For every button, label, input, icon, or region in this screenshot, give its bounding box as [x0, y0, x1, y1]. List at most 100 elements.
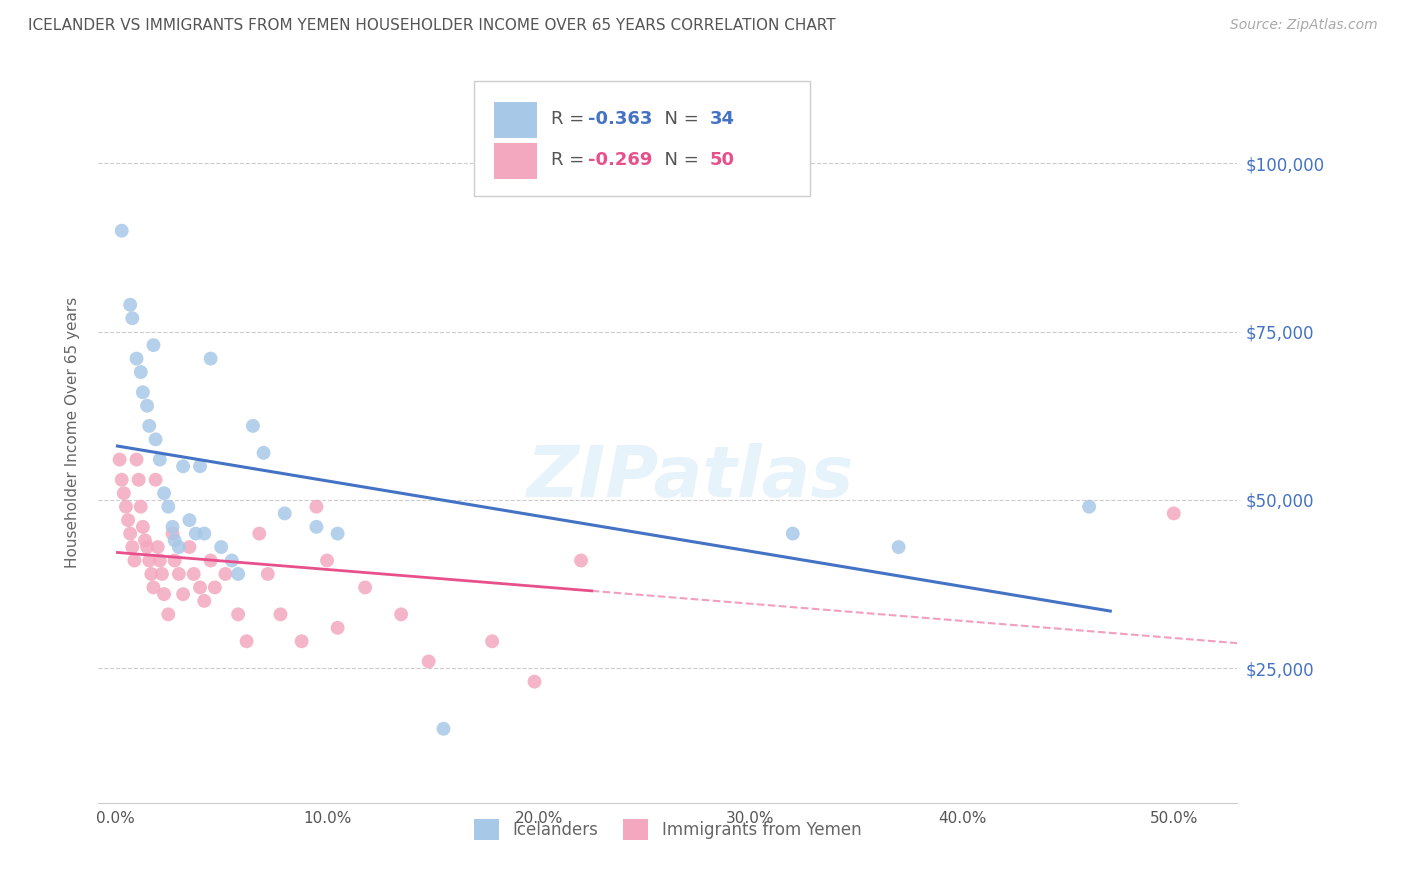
Point	[167, 540, 190, 554]
Point	[200, 553, 222, 567]
Point	[226, 607, 249, 622]
Point	[138, 553, 160, 567]
Point	[432, 722, 454, 736]
Point	[117, 513, 139, 527]
Legend: Icelanders, Immigrants from Yemen: Icelanders, Immigrants from Yemen	[468, 813, 868, 847]
Point	[129, 365, 152, 379]
Point	[523, 674, 546, 689]
Point	[146, 540, 169, 554]
Point	[132, 520, 155, 534]
Point	[326, 621, 349, 635]
Point	[326, 526, 349, 541]
Text: 34: 34	[710, 111, 735, 128]
Text: ICELANDER VS IMMIGRANTS FROM YEMEN HOUSEHOLDER INCOME OVER 65 YEARS CORRELATION : ICELANDER VS IMMIGRANTS FROM YEMEN HOUSE…	[28, 18, 835, 33]
Text: R =: R =	[551, 111, 589, 128]
Point	[226, 566, 249, 581]
Point	[132, 385, 155, 400]
Point	[128, 473, 150, 487]
Point	[115, 500, 138, 514]
Point	[153, 587, 176, 601]
Point	[273, 507, 295, 521]
Point	[142, 338, 165, 352]
Point	[124, 553, 146, 567]
Point	[162, 520, 184, 534]
Point	[305, 500, 328, 514]
Point	[136, 399, 159, 413]
Point	[316, 553, 339, 567]
Point	[183, 566, 205, 581]
FancyBboxPatch shape	[474, 81, 810, 195]
Point	[145, 473, 167, 487]
Point	[163, 533, 186, 548]
Text: N =: N =	[652, 151, 704, 169]
Point	[188, 581, 211, 595]
Point	[354, 581, 377, 595]
Point	[136, 540, 159, 554]
Point	[149, 553, 172, 567]
Point	[242, 418, 264, 433]
Point	[887, 540, 910, 554]
Point	[247, 526, 270, 541]
Point	[134, 533, 156, 548]
Text: -0.363: -0.363	[588, 111, 652, 128]
Point	[142, 581, 165, 595]
Point	[129, 500, 152, 514]
Point	[221, 553, 243, 567]
Point	[167, 566, 190, 581]
Point	[1078, 500, 1101, 514]
Point	[252, 446, 274, 460]
Point	[121, 311, 143, 326]
Point	[481, 634, 503, 648]
Point	[209, 540, 232, 554]
Point	[291, 634, 314, 648]
Point	[108, 452, 131, 467]
Point	[200, 351, 222, 366]
Point	[193, 526, 215, 541]
Point	[163, 553, 186, 567]
Point	[389, 607, 412, 622]
Point	[184, 526, 207, 541]
Point	[179, 540, 201, 554]
Point	[157, 500, 180, 514]
Point	[569, 553, 592, 567]
Point	[418, 655, 440, 669]
Point	[162, 526, 184, 541]
Point	[214, 566, 236, 581]
Point	[256, 566, 278, 581]
Point	[112, 486, 135, 500]
Point	[179, 513, 201, 527]
Point	[305, 520, 328, 534]
Point	[141, 566, 163, 581]
Text: 50: 50	[710, 151, 735, 169]
Point	[125, 351, 148, 366]
Point	[193, 594, 215, 608]
Point	[1163, 507, 1185, 521]
FancyBboxPatch shape	[494, 103, 537, 138]
FancyBboxPatch shape	[494, 143, 537, 178]
Point	[157, 607, 180, 622]
Y-axis label: Householder Income Over 65 years: Householder Income Over 65 years	[65, 297, 80, 568]
Point	[125, 452, 148, 467]
Point	[120, 526, 142, 541]
Point	[111, 224, 134, 238]
Point	[111, 473, 134, 487]
Text: -0.269: -0.269	[588, 151, 652, 169]
Point	[269, 607, 291, 622]
Point	[204, 581, 226, 595]
Point	[172, 587, 194, 601]
Point	[153, 486, 176, 500]
Point	[145, 433, 167, 447]
Text: ZIPatlas: ZIPatlas	[527, 442, 855, 511]
Text: Source: ZipAtlas.com: Source: ZipAtlas.com	[1230, 18, 1378, 32]
Point	[172, 459, 194, 474]
Text: N =: N =	[652, 111, 704, 128]
Point	[138, 418, 160, 433]
Text: R =: R =	[551, 151, 589, 169]
Point	[150, 566, 173, 581]
Point	[235, 634, 257, 648]
Point	[121, 540, 143, 554]
Point	[188, 459, 211, 474]
Point	[120, 298, 142, 312]
Point	[782, 526, 804, 541]
Point	[149, 452, 172, 467]
